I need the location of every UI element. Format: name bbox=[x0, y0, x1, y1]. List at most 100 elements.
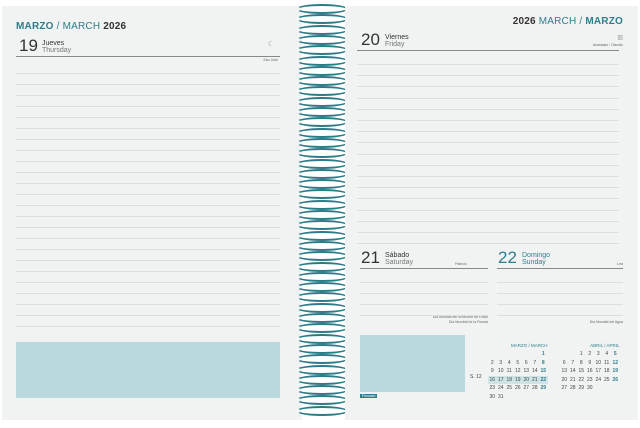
spiral-loop bbox=[296, 199, 348, 210]
calendar-day: 30 bbox=[586, 385, 593, 392]
day-number: 22 bbox=[498, 248, 517, 267]
spiral-loop bbox=[296, 271, 348, 282]
brand-logo: Finocam bbox=[360, 394, 378, 398]
calendar-day: 20 bbox=[522, 375, 531, 384]
calendar-week: 16 17 18 19 20 21 22 bbox=[488, 375, 548, 384]
calendar-day: 19 bbox=[612, 368, 619, 375]
saint: Anastasio / Claudio bbox=[592, 43, 623, 47]
spiral-loop bbox=[296, 261, 348, 272]
calendar-day: 7 bbox=[533, 359, 537, 366]
spiral-loop bbox=[296, 96, 348, 107]
writing-line bbox=[16, 117, 280, 118]
calendar-day: 25 bbox=[603, 376, 610, 383]
calendar-day bbox=[522, 393, 531, 402]
writing-line bbox=[16, 183, 280, 184]
calendar-day bbox=[522, 350, 531, 359]
month-es: MARZO bbox=[16, 21, 54, 32]
calendar-day: 13 bbox=[523, 368, 530, 375]
calendar-day: 17 bbox=[595, 368, 602, 375]
writing-line bbox=[16, 194, 280, 195]
writing-line bbox=[16, 315, 280, 316]
calendar-week: 27 28 29 30 bbox=[560, 384, 620, 393]
spiral-loop bbox=[296, 282, 348, 293]
writing-line bbox=[497, 315, 623, 316]
day-name-en: Friday bbox=[385, 41, 405, 48]
spiral-loop bbox=[296, 230, 348, 241]
spiral-loop bbox=[296, 189, 348, 200]
calendar-day: 11 bbox=[506, 368, 512, 375]
calendar-day bbox=[569, 350, 578, 359]
writing-line bbox=[357, 153, 619, 155]
calendar-day: 29 bbox=[540, 385, 547, 392]
spiral-loop bbox=[296, 220, 348, 231]
calendar-week: 1 bbox=[488, 350, 548, 359]
writing-line bbox=[360, 304, 488, 305]
calendar-day: 5 bbox=[516, 359, 520, 366]
writing-line bbox=[16, 139, 280, 140]
note: Día Mundial del Síndrome de Down bbox=[432, 315, 488, 319]
spiral-loop bbox=[296, 86, 348, 97]
writing-line bbox=[360, 282, 488, 283]
calendar-day bbox=[514, 350, 523, 359]
month-es: MARZO bbox=[585, 16, 623, 27]
spiral-loop bbox=[296, 240, 348, 251]
calendar-day: 4 bbox=[507, 359, 511, 366]
spiral-loop bbox=[296, 76, 348, 87]
calendar-day: 27 bbox=[561, 385, 568, 392]
calendar-day: 26 bbox=[514, 385, 521, 392]
spiral-loop bbox=[296, 34, 348, 45]
writing-line bbox=[16, 216, 280, 217]
calendar-day: 10 bbox=[595, 359, 602, 366]
calendar-day: 28 bbox=[531, 385, 538, 392]
spiral-loop bbox=[296, 364, 348, 375]
divider bbox=[497, 268, 623, 269]
spiral-loop bbox=[296, 405, 348, 416]
writing-line bbox=[16, 172, 280, 173]
writing-line bbox=[16, 238, 280, 239]
week-label: S. 12 bbox=[470, 374, 482, 380]
writing-line bbox=[16, 205, 280, 206]
note: Día Mundial de la Poesía bbox=[448, 320, 488, 324]
mini-calendar-april: ABRIL / APRIL 1 2 3 4 5 6 7 8 9 10 11 12 13 14 15 16 17 1… bbox=[560, 343, 620, 393]
day-name-es: Sábado bbox=[385, 252, 410, 259]
month-header: 2026 MARCH / MARZO bbox=[513, 16, 623, 27]
writing-line bbox=[360, 315, 488, 316]
calendar-day: 18 bbox=[603, 368, 610, 375]
calendar-day: 25 bbox=[506, 385, 513, 392]
spiral-loop bbox=[296, 158, 348, 169]
calendar-day: 3 bbox=[596, 351, 600, 358]
calendar-day: 24 bbox=[595, 376, 602, 383]
notes-box[interactable] bbox=[360, 335, 465, 392]
calendar-day: 6 bbox=[562, 359, 566, 366]
calendar-day bbox=[611, 384, 620, 393]
spiral-loop bbox=[296, 4, 348, 14]
day-name-en: Sunday bbox=[522, 259, 546, 266]
calendar-day: 21 bbox=[569, 376, 576, 383]
writing-line bbox=[357, 108, 619, 110]
day-name-en: Saturday bbox=[385, 259, 414, 266]
calendar-day: 21 bbox=[530, 375, 539, 384]
writing-line bbox=[357, 176, 619, 177]
spiral-loop bbox=[296, 374, 348, 385]
calendar-day: 20 bbox=[561, 376, 568, 383]
left-page: MARZO / MARCH 2026 19 Jueves Thursday ☾ … bbox=[2, 6, 302, 420]
notes-box[interactable] bbox=[16, 342, 280, 398]
calendar-day: 1 bbox=[579, 351, 583, 358]
calendar-day bbox=[603, 384, 612, 393]
sep: / bbox=[53, 21, 63, 32]
calendar-day: 10 bbox=[497, 368, 504, 375]
spiral-loop bbox=[296, 127, 348, 138]
calendar-day: 29 bbox=[578, 385, 585, 392]
writing-line bbox=[357, 232, 619, 233]
writing-line bbox=[16, 227, 280, 228]
calendar-day: 26 bbox=[612, 376, 619, 383]
calendar-day: 12 bbox=[612, 359, 619, 366]
writing-line bbox=[357, 209, 619, 211]
divider bbox=[357, 50, 619, 51]
calendar-day: 24 bbox=[497, 385, 504, 392]
day-name-es: Jueves bbox=[42, 40, 65, 47]
calendar-day: 2 bbox=[490, 359, 494, 366]
spiral-loop bbox=[296, 395, 348, 406]
spiral-loop bbox=[296, 385, 348, 396]
